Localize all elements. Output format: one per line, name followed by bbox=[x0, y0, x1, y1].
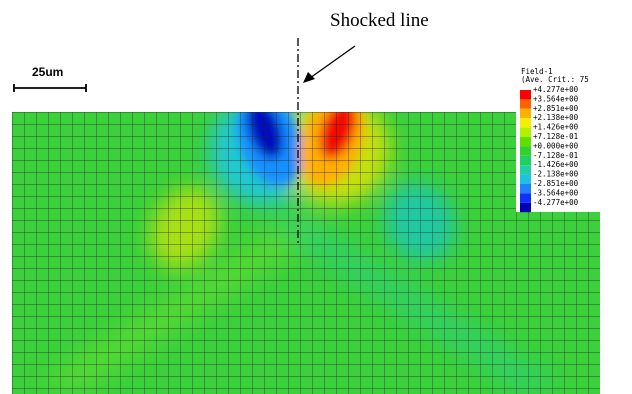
legend-label: +2.138e+00 bbox=[533, 113, 579, 122]
legend-swatch bbox=[520, 127, 531, 137]
legend: +4.277e+00+3.564e+00+2.851e+00+2.138e+00… bbox=[520, 85, 579, 213]
legend-label: -2.851e+00 bbox=[533, 179, 579, 188]
legend-label: -7.128e-01 bbox=[533, 151, 578, 160]
legend-swatch bbox=[520, 90, 531, 100]
legend-swatch bbox=[520, 174, 531, 184]
legend-swatch bbox=[520, 146, 531, 156]
legend-swatch bbox=[520, 137, 531, 147]
legend-swatch bbox=[520, 155, 531, 166]
legend-swatch bbox=[520, 99, 531, 109]
scale-bar bbox=[13, 84, 87, 92]
legend-swatch bbox=[520, 108, 531, 119]
legend-label: -4.277e+00 bbox=[533, 198, 579, 207]
legend-label: +0.000e+00 bbox=[533, 141, 579, 150]
legend-label: +1.426e+00 bbox=[533, 123, 579, 132]
legend-label: +4.277e+00 bbox=[533, 85, 579, 94]
legend-box bbox=[516, 66, 632, 212]
legend-swatch bbox=[520, 118, 531, 128]
arrow bbox=[309, 45, 356, 79]
legend-label: -1.426e+00 bbox=[533, 160, 579, 169]
arrow-head bbox=[303, 72, 315, 83]
annotation: Shocked line bbox=[330, 10, 429, 31]
contour-field bbox=[12, 112, 600, 394]
legend-swatch bbox=[520, 193, 531, 203]
legend-label: -2.138e+00 bbox=[533, 170, 579, 179]
legend-label: +7.128e-01 bbox=[533, 132, 578, 141]
scale-bar-label: 25um bbox=[32, 65, 63, 79]
legend-title: Field-1 bbox=[521, 67, 553, 76]
legend-subtitle: (Ave. Crit.: 75 bbox=[521, 75, 589, 84]
legend-label: -3.564e+00 bbox=[533, 188, 579, 197]
legend-swatch bbox=[520, 165, 531, 175]
legend-swatch bbox=[520, 202, 531, 213]
legend-label: +3.564e+00 bbox=[533, 94, 579, 103]
legend-swatch bbox=[520, 184, 531, 194]
legend-label: +2.851e+00 bbox=[533, 104, 579, 113]
